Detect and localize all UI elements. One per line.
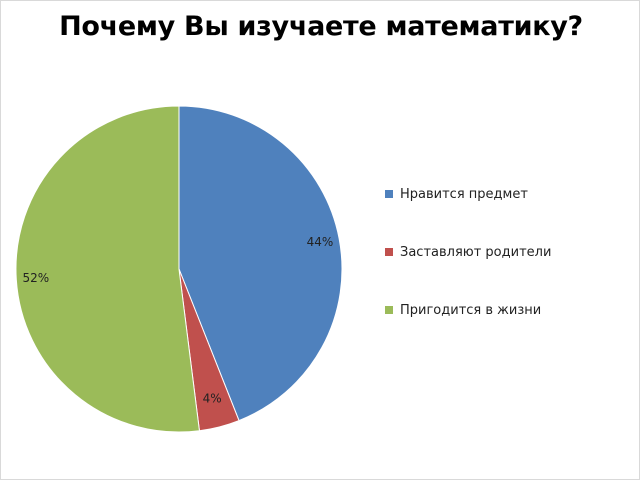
- pie-slice: [178, 105, 343, 422]
- legend-item: Пригодится в жизни: [385, 300, 551, 320]
- pie-data-label: 52%: [22, 271, 49, 285]
- legend-label: Пригодится в жизни: [400, 302, 542, 318]
- legend-label: Нравится предмет: [400, 186, 528, 202]
- pie-data-labels: 44% 4% 52%: [22, 235, 333, 405]
- legend-label: Заставляют родители: [400, 244, 552, 260]
- pie-data-label: 44%: [307, 235, 334, 249]
- legend-swatch: [385, 306, 393, 314]
- legend-item: Заставляют родители: [385, 242, 551, 262]
- legend-swatch: [385, 248, 393, 256]
- pie-slice: [15, 105, 200, 433]
- pie-slices: [15, 105, 343, 433]
- legend-item: Нравится предмет: [385, 184, 551, 204]
- legend: Нравится предмет Заставляют родители Приго…: [385, 184, 551, 358]
- pie-data-label: 4%: [203, 392, 222, 406]
- legend-swatch: [385, 190, 393, 198]
- chart-title: Почему Вы изучаете математику?: [59, 11, 583, 42]
